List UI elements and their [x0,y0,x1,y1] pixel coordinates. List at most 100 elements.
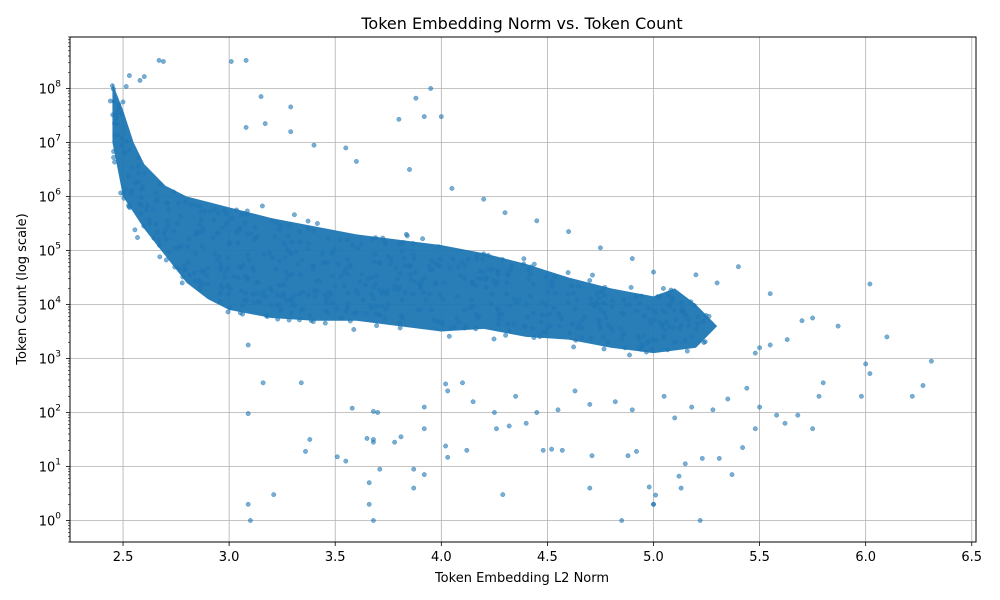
scatter-point [485,267,491,272]
scatter-point [590,272,595,278]
scatter-point [123,186,128,192]
scatter-point [257,299,263,305]
scatter-point [388,261,394,266]
scatter-point [493,282,499,287]
scatter-point [601,346,607,352]
x-tick-label: 6.5 [961,550,982,565]
scatter-point [360,298,366,303]
scatter-point [445,388,451,394]
y-tick-label: 103 [39,350,61,368]
scatter-point [289,271,295,277]
scatter-point [371,296,377,301]
scatter-point [481,196,487,202]
scatter-point [120,99,126,105]
scatter-point [297,239,303,245]
scatter-point [370,408,376,414]
scatter-point [503,332,508,338]
scatter-point [218,266,223,272]
scatter-point [605,339,610,345]
scatter-point [273,220,279,225]
scatter-point [511,296,517,302]
scatter-point [587,278,593,283]
scatter-point [462,325,467,331]
scatter-point [193,250,198,256]
scatter-point [153,190,159,196]
scatter-point [496,316,502,322]
scatter-point [480,270,486,275]
scatter-point [702,339,708,345]
scatter-point [682,461,688,467]
scatter-point [527,271,533,277]
scatter-point [111,155,117,160]
scatter-point [516,297,522,303]
scatter-point [570,321,575,327]
dense-point-cloud [112,83,718,354]
scatter-point [610,328,616,334]
scatter-point [297,229,302,235]
scatter-point [142,170,148,176]
scatter-point [363,310,369,316]
scatter-point [449,185,455,191]
scatter-point [421,426,427,432]
scatter-point [672,415,678,421]
scatter-point [634,448,639,454]
scatter-point [421,289,426,295]
scatter-point [337,237,343,242]
scatter-point [410,241,416,247]
scatter-point [576,322,582,328]
scatter-point [329,300,335,306]
scatter-point [334,306,339,311]
scatter-point [587,485,593,491]
scatter-point [245,252,251,258]
scatter-point [374,323,379,328]
scatter-point [543,329,548,335]
scatter-point [588,335,594,341]
scatter-point [695,321,700,327]
scatter-point [684,313,690,318]
scatter-point [219,285,225,291]
scatter-point [225,255,231,261]
scatter-point [334,454,340,460]
scatter-point [335,261,341,267]
scatter-point [245,411,251,416]
scatter-point [386,253,391,259]
scatter-point [226,291,231,297]
scatter-point [579,335,585,340]
scatter-point [338,273,344,279]
scatter-point [774,412,779,418]
scatter-point [282,254,288,260]
scatter-point [119,111,124,116]
scatter-point [443,443,448,449]
scatter-point [239,302,245,308]
scatter-point [276,301,282,307]
scatter-point [629,407,635,413]
scatter-point [288,297,293,303]
scatter-point [225,283,231,288]
scatter-point [528,293,534,299]
scatter-point [474,256,480,262]
scatter-point [165,223,171,229]
scatter-point [462,262,468,268]
scatter-point [490,266,495,272]
scatter-point [411,466,417,472]
scatter-point [506,423,512,429]
scatter-point [582,314,587,320]
scatter-point [636,336,642,342]
scatter-point [317,278,322,284]
scatter-point [491,336,497,342]
scatter-point [212,206,218,212]
scatter-point [263,293,269,299]
scatter-point [725,396,731,402]
scatter-point [347,262,353,267]
scatter-point [670,296,676,302]
scatter-point [526,277,531,283]
scatter-point [690,334,696,339]
scatter-point [178,213,183,219]
scatter-point [139,195,144,201]
scatter-point [417,307,423,313]
scatter-point [396,116,402,122]
scatter-point [693,326,699,332]
scatter-point [411,485,417,491]
scatter-point [644,349,649,355]
scatter-point [339,315,344,321]
